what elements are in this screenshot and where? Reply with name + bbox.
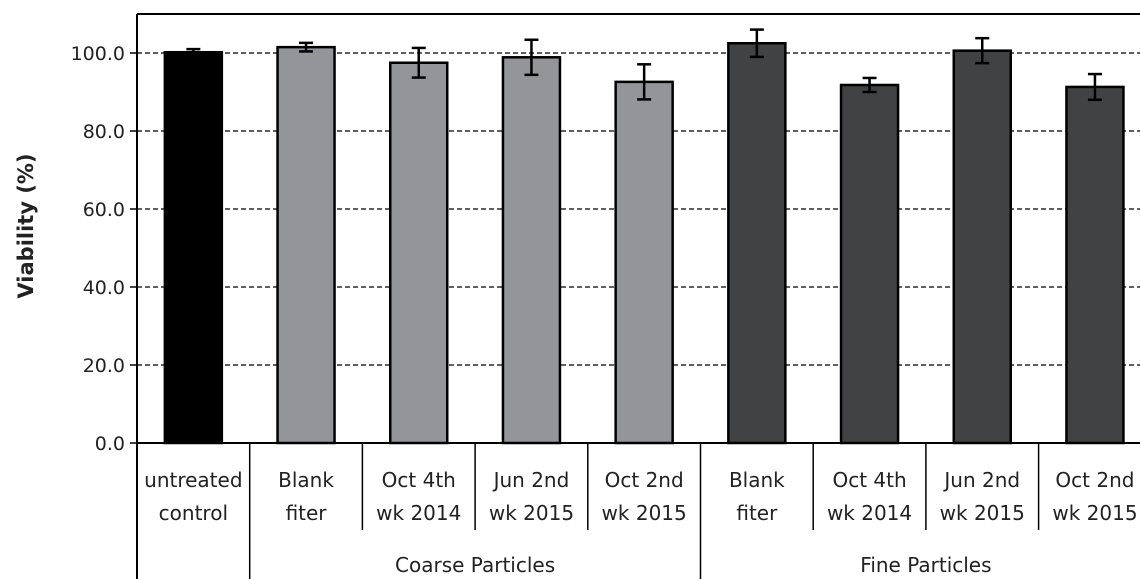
group-label: Fine Particles <box>860 553 991 577</box>
category-label: Oct 4th <box>382 468 456 492</box>
category-label: Blank <box>729 468 785 492</box>
y-tick-label: 20.0 <box>83 355 125 377</box>
y-tick-label: 60.0 <box>83 199 125 221</box>
y-tick-label: 100.0 <box>71 43 125 65</box>
category-label: wk 2014 <box>376 501 461 525</box>
y-tick-label: 40.0 <box>83 277 125 299</box>
bar <box>1065 85 1125 445</box>
y-tick-label: 80.0 <box>83 121 125 143</box>
group-label: Coarse Particles <box>395 553 555 577</box>
category-label: Oct 2nd <box>1055 468 1134 492</box>
category-label: Jun 2nd <box>492 468 570 492</box>
category-label: fiter <box>286 501 328 525</box>
error-bars <box>186 28 1102 102</box>
category-label: untreated <box>144 468 242 492</box>
category-label: wk 2015 <box>489 501 574 525</box>
category-label: Oct 4th <box>832 468 906 492</box>
category-label: control <box>159 501 228 525</box>
bar <box>501 56 562 445</box>
category-labels: untreated control Blank fiter Oct 4th wk 2014… <box>144 468 1137 525</box>
group-labels: Coarse Particles Fine Particles <box>395 553 991 577</box>
category-label: wk 2015 <box>602 501 687 525</box>
bar <box>614 80 674 445</box>
category-label: Blank <box>278 468 334 492</box>
y-tick-labels: 0.0 20.0 40.0 60.0 80.0 100.0 <box>71 43 125 455</box>
category-label: Jun 2nd <box>942 468 1020 492</box>
bar <box>163 50 224 445</box>
y-tick-label: 0.0 <box>95 433 125 455</box>
category-label: Oct 2nd <box>605 468 684 492</box>
bars <box>163 42 1125 445</box>
bar <box>952 49 1012 445</box>
bar <box>389 61 449 445</box>
bar <box>839 83 900 445</box>
category-label: wk 2015 <box>940 501 1025 525</box>
category-label: fiter <box>736 501 778 525</box>
category-label: wk 2014 <box>827 501 912 525</box>
y-axis-label: Viability (%) <box>14 153 38 298</box>
category-label: wk 2015 <box>1052 501 1137 525</box>
bar <box>727 42 787 445</box>
bar <box>276 45 336 445</box>
axes <box>130 13 1140 579</box>
